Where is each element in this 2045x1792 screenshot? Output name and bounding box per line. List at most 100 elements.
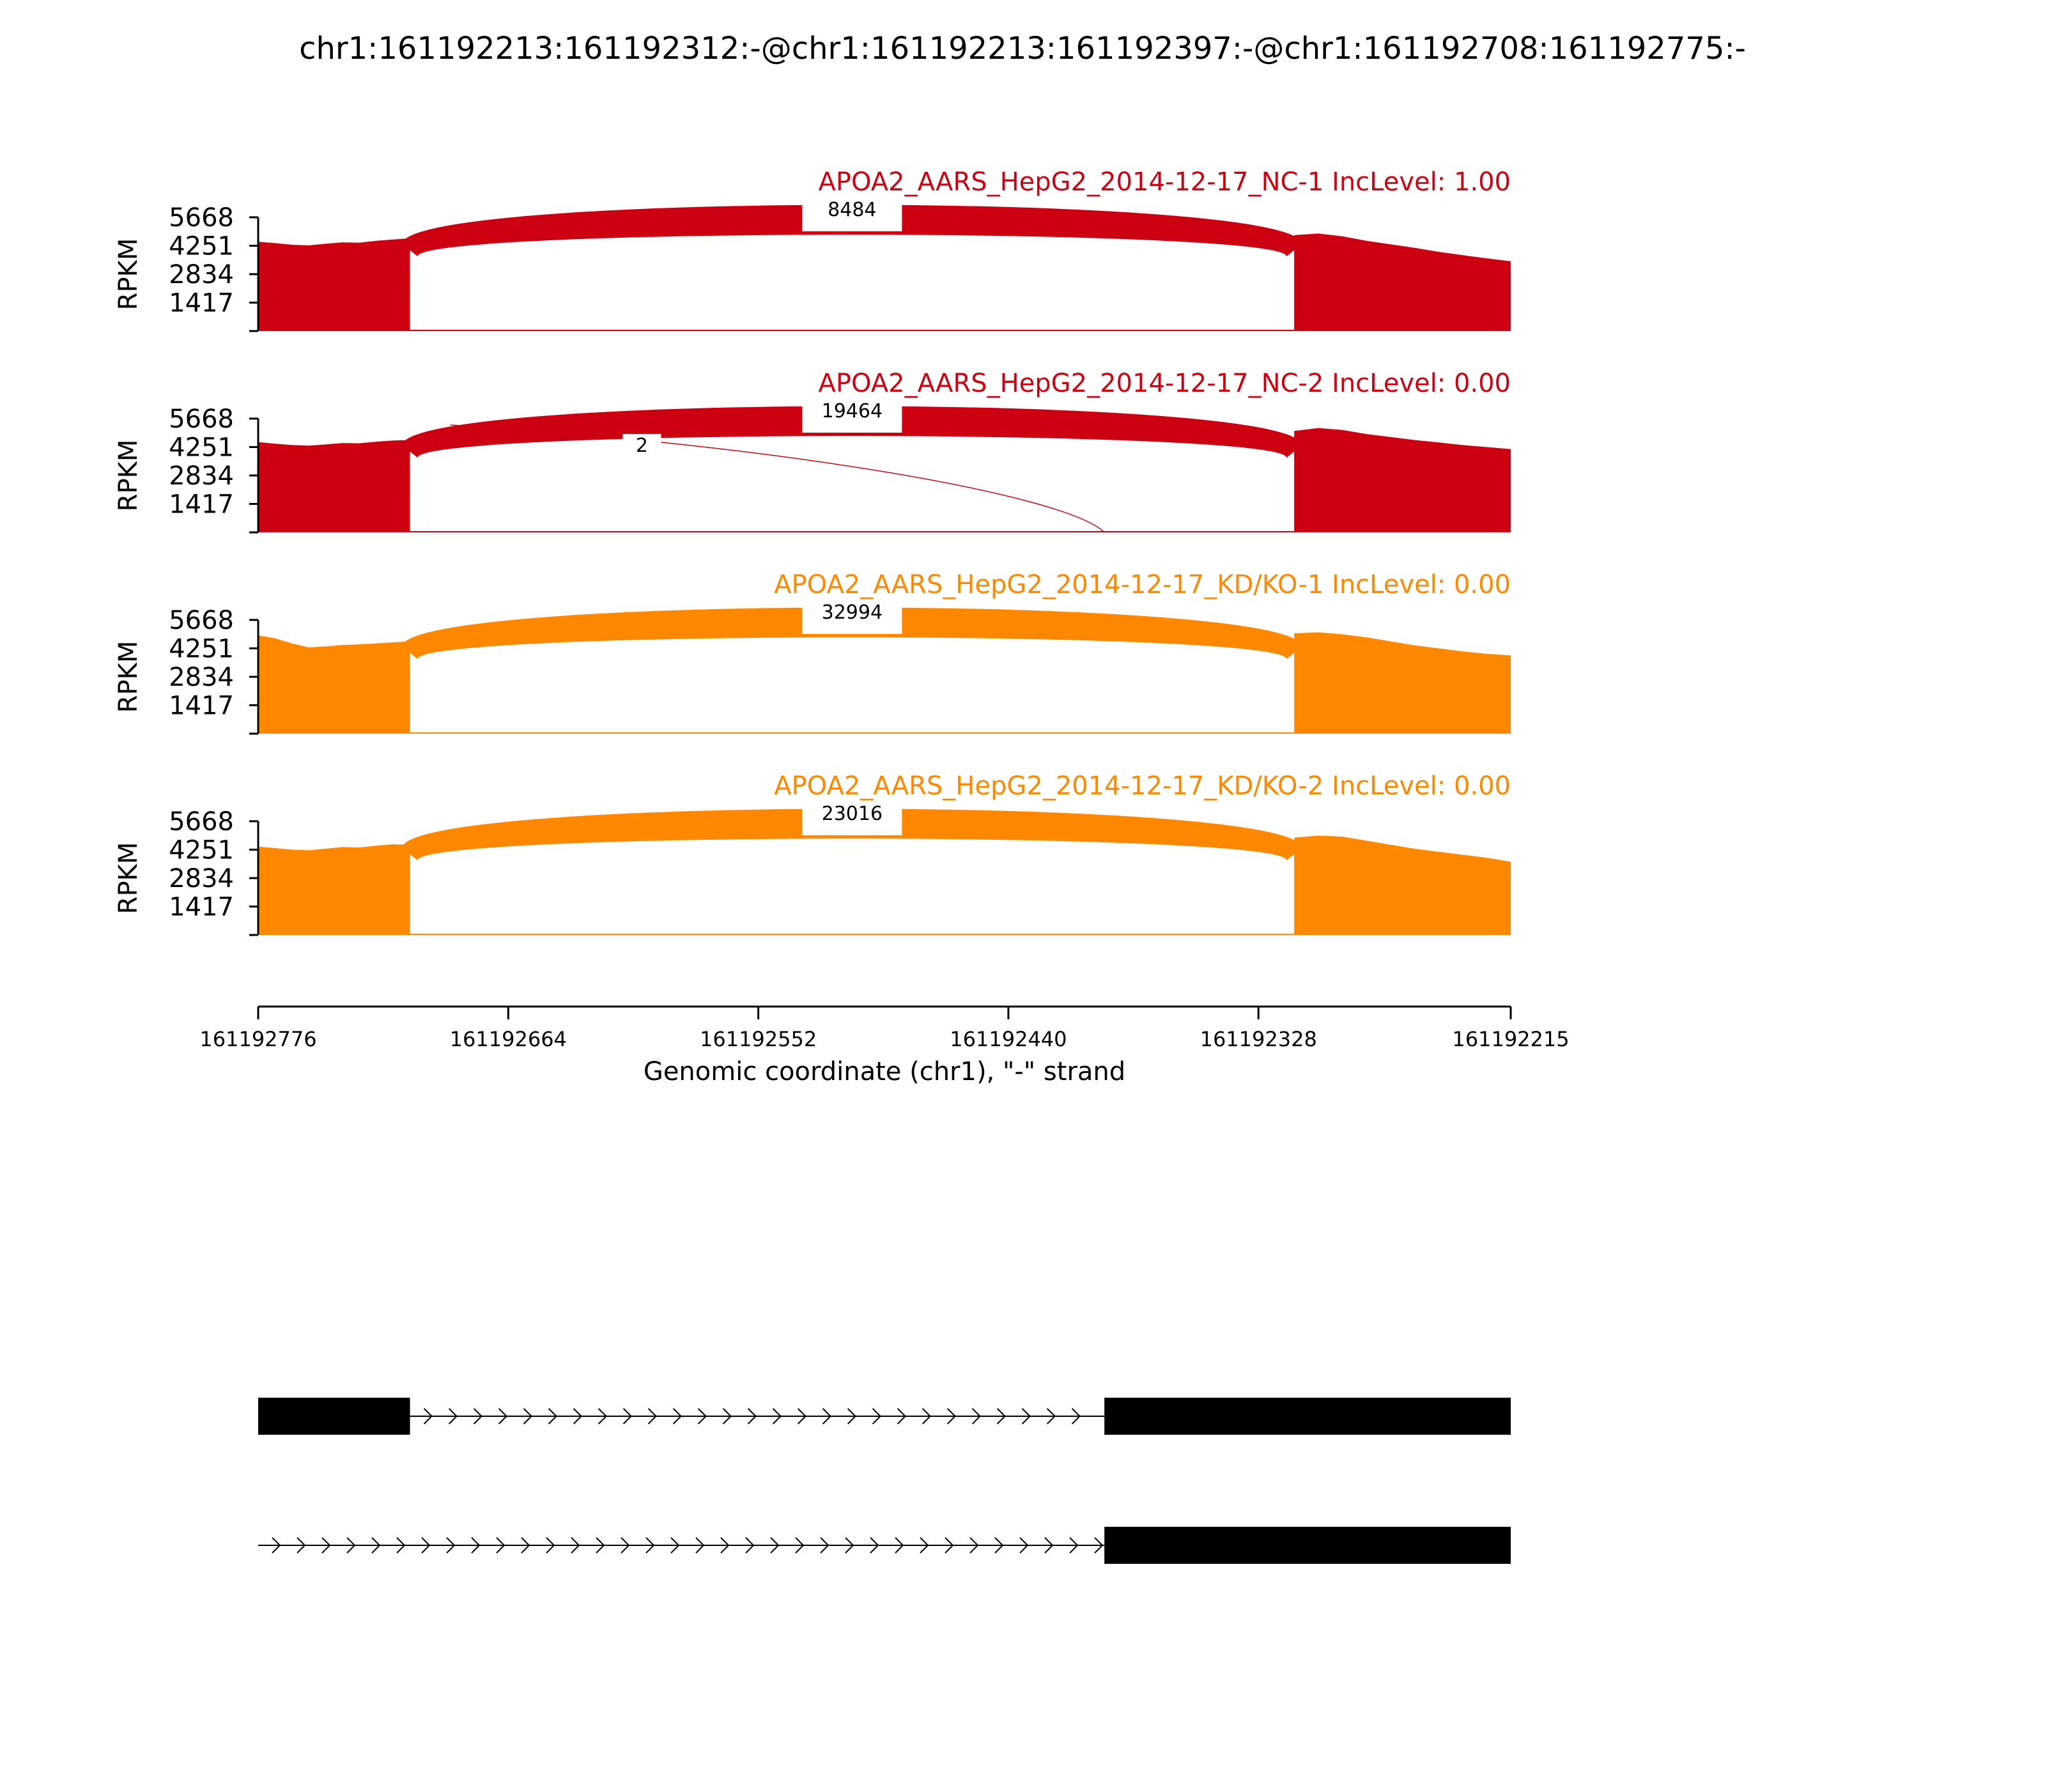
strand-chevron	[448, 1408, 458, 1425]
strand-chevron	[695, 1537, 705, 1554]
junction-count-box	[802, 589, 902, 634]
strand-chevron	[747, 1408, 757, 1425]
strand-chevron	[321, 1537, 331, 1554]
strand-chevron	[647, 1408, 657, 1425]
strand-chevron	[346, 1537, 356, 1554]
strand-chevron	[546, 1537, 555, 1554]
strand-chevron	[571, 1537, 580, 1554]
y-tick-label: 2834	[169, 461, 234, 491]
junction-count: 8484	[828, 199, 876, 221]
strand-chevron	[996, 1408, 1006, 1425]
strand-chevron	[1046, 1408, 1056, 1425]
strand-chevron	[770, 1537, 780, 1554]
strand-chevron	[1019, 1537, 1029, 1554]
strand-chevron	[596, 1537, 605, 1554]
y-tick-label: 4251	[169, 433, 234, 463]
junction-count: 32994	[822, 601, 883, 624]
junction-count: 23016	[822, 803, 883, 825]
y-axis-label: RPKM	[114, 440, 143, 512]
strand-chevron	[1069, 1537, 1079, 1554]
strand-chevron	[272, 1537, 281, 1554]
strand-chevron	[523, 1408, 532, 1425]
coverage-area	[258, 635, 410, 734]
transcript-2	[258, 1527, 1511, 1564]
strand-chevron	[722, 1408, 732, 1425]
junction-count-box	[622, 434, 661, 457]
strand-chevron	[498, 1408, 507, 1425]
y-axis-label: RPKM	[114, 842, 143, 915]
strand-chevron	[969, 1537, 979, 1554]
coverage-area	[258, 238, 410, 331]
x-tick-label: 161192552	[700, 1027, 817, 1051]
strand-chevron	[1094, 1537, 1104, 1554]
strand-chevron	[994, 1537, 1004, 1554]
y-tick-label: 2834	[169, 864, 234, 893]
y-tick-label: 1417	[169, 490, 234, 520]
y-tick-label: 5668	[169, 203, 234, 233]
strand-chevron	[847, 1408, 856, 1425]
y-tick-label: 5668	[169, 606, 234, 635]
x-tick-label: 161192776	[199, 1027, 316, 1051]
coverage-area	[1294, 835, 1511, 935]
track-label: APOA2_AARS_HepG2_2014-12-17_KD/KO-1 IncL…	[774, 570, 1511, 599]
strand-chevron	[895, 1537, 904, 1554]
strand-chevron	[1021, 1408, 1031, 1425]
y-axis-label: RPKM	[114, 641, 143, 713]
strand-chevron	[795, 1537, 805, 1554]
exon-block	[1104, 1527, 1511, 1564]
track-label: APOA2_AARS_HepG2_2014-12-17_NC-1 IncLeve…	[818, 167, 1511, 197]
x-tick-label: 161192440	[950, 1027, 1067, 1051]
coverage-area	[258, 440, 410, 532]
strand-chevron	[872, 1408, 881, 1425]
junction-count: 2	[636, 435, 648, 457]
x-axis-label: Genomic coordinate (chr1), "-" strand	[644, 1057, 1125, 1086]
strand-chevron	[548, 1408, 557, 1425]
strand-chevron	[797, 1408, 806, 1425]
strand-chevron	[471, 1537, 481, 1554]
y-tick-label: 2834	[169, 260, 234, 290]
strand-chevron	[945, 1537, 954, 1554]
y-tick-label: 4251	[169, 836, 234, 865]
strand-chevron	[421, 1537, 431, 1554]
strand-chevron	[922, 1408, 931, 1425]
coverage-area	[1294, 632, 1511, 734]
strand-chevron	[920, 1537, 929, 1554]
strand-chevron	[446, 1537, 456, 1554]
strand-chevron	[672, 1408, 682, 1425]
strand-chevron	[772, 1408, 782, 1425]
x-axis: 161192776 161192664 161192552 161192440 1611…	[199, 1005, 1570, 1051]
track-3: 32994APOA2_AARS_HepG2_2014-12-17_KD/KO-1…	[114, 570, 1511, 735]
x-tick-label: 161192328	[1200, 1027, 1317, 1051]
strand-chevron	[622, 1408, 632, 1425]
transcript-1	[258, 1398, 1511, 1435]
y-tick-label: 2834	[169, 663, 234, 692]
y-tick-label: 4251	[169, 232, 234, 261]
strand-chevron	[870, 1537, 879, 1554]
track-4: 23016APOA2_AARS_HepG2_2014-12-17_KD/KO-2…	[114, 771, 1511, 936]
x-tick-label: 161192215	[1452, 1027, 1569, 1051]
strand-chevron	[573, 1408, 582, 1425]
y-tick-label: 1417	[169, 691, 234, 721]
junction-count-box	[802, 187, 902, 231]
strand-chevron	[745, 1537, 755, 1554]
strand-chevron	[297, 1537, 306, 1554]
coverage-area	[1294, 428, 1511, 532]
strand-chevron	[423, 1408, 433, 1425]
strand-chevron	[473, 1408, 482, 1425]
track-label: APOA2_AARS_HepG2_2014-12-17_NC-2 IncLeve…	[818, 369, 1511, 398]
strand-chevron	[598, 1408, 607, 1425]
strand-chevron	[396, 1537, 406, 1554]
strand-chevron	[496, 1537, 505, 1554]
coverage-area	[1294, 233, 1511, 331]
junction-arc	[450, 424, 1105, 533]
y-tick-label: 4251	[169, 635, 234, 664]
x-tick-label: 161192664	[450, 1027, 567, 1051]
y-tick-label: 1417	[169, 289, 234, 318]
junction-count: 19464	[822, 400, 883, 422]
y-axis-label: RPKM	[114, 238, 143, 311]
strand-chevron	[1071, 1408, 1081, 1425]
